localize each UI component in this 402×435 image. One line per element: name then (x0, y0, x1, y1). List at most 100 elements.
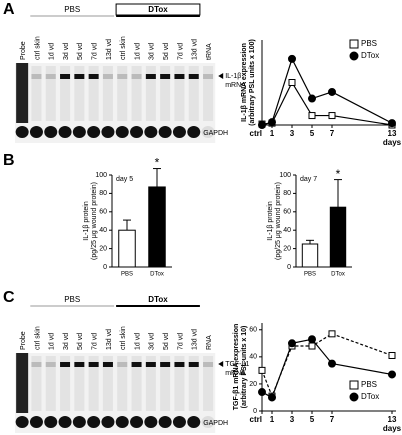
target-label: TGF-β1 (225, 361, 249, 368)
lane-label: 5d vd (163, 43, 170, 60)
control-band (29, 126, 43, 138)
x-tick-label: 1 (270, 129, 275, 138)
y-tick-label: 100 (95, 172, 107, 179)
band (131, 362, 142, 367)
lane-smear (45, 66, 56, 121)
control-band (101, 126, 115, 138)
y-axis-label: IL-1β mRNA expression (241, 43, 248, 122)
panel-label: C (3, 289, 15, 306)
lane-smear (60, 356, 71, 411)
x-tick-label: DTox (331, 272, 345, 278)
series-line (261, 333, 393, 398)
band (131, 74, 142, 79)
lane-label: ctrl skin (34, 326, 41, 350)
band (174, 362, 185, 367)
lane-label: 1d vd (49, 43, 56, 60)
y-tick-label: 60 (283, 209, 291, 216)
marker (288, 79, 296, 86)
y-axis-label: TGF-β1 mRNA expression (233, 324, 240, 410)
lane-label: 13d vd (192, 329, 199, 350)
lane-label: 7d vd (91, 333, 98, 350)
control-band (115, 126, 129, 138)
x-tick-label: ctrl (250, 415, 262, 424)
control-band (44, 416, 58, 428)
significance: * (155, 156, 160, 170)
y-axis-label: IL-1β protein (83, 201, 90, 241)
lane-label: ctrl skin (34, 36, 41, 60)
probe-smear (16, 63, 29, 123)
control-band (144, 126, 158, 138)
band (60, 362, 71, 367)
series-line (261, 81, 393, 126)
y-tick-label: 60 (249, 327, 257, 334)
bar (329, 206, 347, 268)
lane-label: ctrl skin (120, 36, 127, 60)
lane-smear (117, 356, 128, 411)
x-tick-label: DTox (150, 272, 164, 278)
control-band (201, 416, 215, 428)
x-tick-label: 5 (310, 415, 315, 424)
marker (268, 118, 276, 127)
lane-label: tRNA (206, 43, 213, 60)
control-band (87, 416, 101, 428)
y-tick-label: 60 (99, 209, 107, 216)
band (203, 362, 214, 367)
x-tick-label: 13 (388, 415, 397, 424)
band (117, 362, 128, 367)
lane-smear (74, 356, 85, 411)
legend-marker (349, 51, 359, 61)
x-axis-label: days (383, 424, 402, 433)
lane-smear (102, 66, 113, 121)
lane-smear (145, 356, 156, 411)
band (31, 74, 42, 79)
lane-label: 1d vd (134, 43, 141, 60)
lane-label: 5d vd (77, 333, 84, 350)
lane-label: 7d vd (177, 43, 184, 60)
legend-label: DTox (361, 51, 379, 60)
lane-label: 7d vd (177, 333, 184, 350)
lane-label: 7d vd (91, 43, 98, 60)
target-label: IL-1β (225, 73, 241, 80)
y-axis-label: (arbitrary PSL units x 10) (241, 326, 248, 409)
y-tick-label: 100 (279, 172, 291, 179)
band (74, 362, 85, 367)
target-label: mRNA (225, 82, 246, 89)
lane-smear (174, 356, 185, 411)
bar (301, 243, 319, 268)
control-label: GAPDH (203, 420, 228, 427)
band (102, 74, 113, 79)
y-axis-label: IL-1β protein (267, 201, 274, 241)
x-tick-label: PBS (304, 272, 316, 278)
marker (288, 339, 296, 348)
control-band (115, 416, 129, 428)
control-band (187, 126, 201, 138)
band (160, 74, 171, 79)
panel-label: A (3, 1, 15, 18)
legend-label: PBS (361, 380, 377, 389)
control-band (144, 416, 158, 428)
panel-label: B (3, 152, 15, 169)
x-tick-label: 3 (290, 129, 295, 138)
x-tick-label: 1 (270, 415, 275, 424)
y-tick-label: 20 (249, 381, 257, 388)
legend-label: PBS (361, 39, 377, 48)
band (45, 74, 56, 79)
group-label: PBS (64, 295, 80, 304)
group-label: PBS (64, 5, 80, 14)
x-tick-label: 7 (330, 415, 335, 424)
x-tick-label: 7 (330, 129, 335, 138)
legend-marker (349, 392, 359, 402)
control-band (58, 416, 72, 428)
band (188, 362, 199, 367)
lane-smear (203, 66, 214, 121)
lane-smear (88, 356, 99, 411)
target-label: mRNA (225, 370, 246, 377)
lane-smear (88, 66, 99, 121)
bar (148, 186, 166, 268)
lane-smear (174, 66, 185, 121)
legend-marker (349, 39, 359, 49)
lane-label: Probe (20, 41, 27, 60)
marker (308, 335, 316, 344)
lane-label: 3d vd (149, 333, 156, 350)
